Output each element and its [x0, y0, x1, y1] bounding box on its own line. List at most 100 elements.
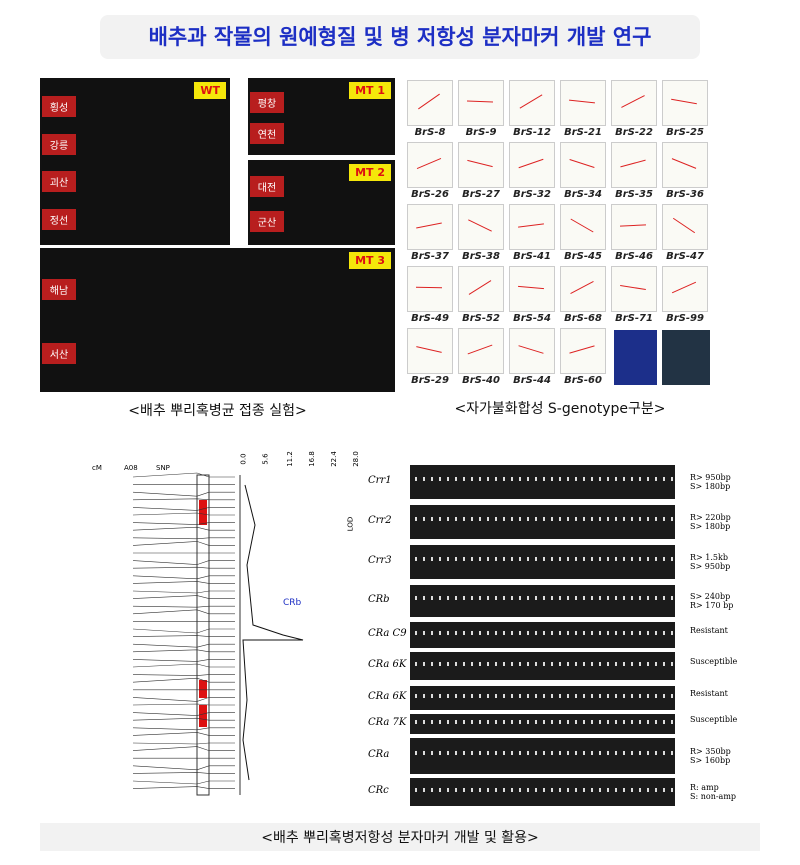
- genotype-plot: [458, 142, 504, 188]
- genotype-plot: [509, 142, 555, 188]
- genotype-plot: [611, 142, 657, 188]
- group-tag: MT 2: [349, 164, 391, 181]
- gel-note: R> 220bp S> 180bp: [690, 513, 731, 531]
- genotype-plot: [407, 142, 453, 188]
- genotype-plot: [458, 328, 504, 374]
- genotype-label: BrS-44: [513, 375, 551, 386]
- genotype-label: BrS-41: [513, 251, 551, 262]
- lod-tick: 5.6: [261, 453, 270, 465]
- region-label: 서산: [42, 343, 76, 364]
- genotype-plot: [458, 80, 504, 126]
- genotype-plot: [509, 266, 555, 312]
- genotype-label: BrS-47: [666, 251, 704, 262]
- region-label: 괴산: [42, 171, 76, 193]
- region-label: 강릉: [42, 133, 76, 155]
- genotype-label: BrS-27: [462, 189, 500, 200]
- gel-marker: CRa 6K: [368, 659, 407, 670]
- genotype-label: BrS-45: [564, 251, 602, 262]
- genotype-plot: [509, 328, 555, 374]
- genotype-label: BrS-40: [462, 375, 500, 386]
- genotype-plot: [662, 142, 708, 188]
- genotype-plot: [662, 266, 708, 312]
- lod-tick: 28.0: [351, 451, 360, 467]
- genotype-plot: [560, 266, 606, 312]
- genotype-plot: [662, 204, 708, 250]
- genotype-plot: [560, 80, 606, 126]
- gel-lane: [410, 686, 675, 710]
- map-header: cM: [92, 464, 102, 472]
- group-tag: MT 1: [349, 82, 391, 99]
- region-label: 연천: [250, 122, 284, 144]
- genotype-label: BrS-32: [513, 189, 551, 200]
- lod-tick: 11.2: [285, 451, 294, 467]
- genotype-plot: [458, 266, 504, 312]
- gel-marker: CRa C9: [368, 628, 407, 639]
- caption: <배추 뿌리혹병균 접종 실험>: [128, 403, 307, 419]
- map-header: SNP: [156, 464, 170, 472]
- genotype-label: BrS-8: [414, 127, 446, 138]
- region-label: 정선: [42, 209, 76, 231]
- group-tag: WT: [194, 82, 226, 99]
- genotype-label: BrS-35: [615, 189, 653, 200]
- instrument: [614, 330, 710, 385]
- gel-lane: [410, 778, 675, 806]
- genotype-label: BrS-99: [666, 313, 704, 324]
- genotype-plot: [611, 204, 657, 250]
- gel-note: Resistant: [690, 689, 728, 698]
- map-header: A08: [124, 464, 138, 472]
- genotype-label: BrS-71: [615, 313, 653, 324]
- genotype-label: BrS-29: [411, 375, 449, 386]
- gel-lane: [410, 652, 675, 680]
- gel-lane: [410, 505, 675, 539]
- linkage-map: [132, 472, 304, 796]
- gel-marker: Crr2: [368, 515, 392, 526]
- gel-lane: [410, 714, 675, 734]
- genotype-plot: [560, 328, 606, 374]
- gel-marker: CRb: [368, 594, 390, 605]
- genotype-plot: [407, 80, 453, 126]
- genotype-plot: [662, 80, 708, 126]
- genotype-label: BrS-9: [465, 127, 497, 138]
- region-label: 대전: [250, 176, 284, 198]
- gel-marker: CRa 7K: [368, 717, 407, 728]
- title: 배추과 작물의 원예형질 및 병 저항성 분자마커 개발 연구: [100, 15, 700, 59]
- genotype-plot: [611, 80, 657, 126]
- genotype-label: BrS-49: [411, 313, 449, 324]
- gel-note: R> 950bp S> 180bp: [690, 473, 731, 491]
- gel-note: R> 1.5kb S> 950bp: [690, 553, 731, 571]
- lod-tick: 16.8: [307, 451, 316, 467]
- genotype-plot: [560, 204, 606, 250]
- genotype-label: BrS-25: [666, 127, 704, 138]
- lod-tick: 22.4: [329, 451, 338, 467]
- genotype-label: BrS-60: [564, 375, 602, 386]
- genotype-label: BrS-38: [462, 251, 500, 262]
- gel-note: R> 350bp S> 160bp: [690, 747, 731, 765]
- genotype-plot: [407, 266, 453, 312]
- region-label: 해남: [42, 279, 76, 300]
- caption: <배추 뿌리혹병저항성 분자마커 개발 및 활용>: [40, 823, 760, 851]
- photo-panel: MT 2 대전 군산: [248, 160, 395, 245]
- genotype-label: BrS-34: [564, 189, 602, 200]
- gel-marker: Crr3: [368, 555, 392, 566]
- gel-lane: [410, 622, 675, 648]
- gel-note: Susceptible: [690, 657, 738, 666]
- gel-lane: [410, 545, 675, 579]
- genotype-plot: [509, 80, 555, 126]
- genotype-plot: [407, 328, 453, 374]
- lod-label: LOD: [346, 516, 355, 532]
- gel-note: S> 240bp R> 170 bp: [690, 592, 734, 610]
- caption: <자가불화합성 S-genotype구분>: [454, 401, 666, 417]
- group-tag: MT 3: [349, 252, 391, 269]
- region-label: 평창: [250, 92, 284, 114]
- genotype-label: BrS-21: [564, 127, 602, 138]
- genotype-label: BrS-22: [615, 127, 653, 138]
- gel-marker: Crr1: [368, 475, 392, 486]
- region-label: 횡성: [42, 95, 76, 117]
- gel-lane: [410, 585, 675, 617]
- gel-note: Resistant: [690, 626, 728, 635]
- genotype-plot: [560, 142, 606, 188]
- peak-label: CRb: [283, 598, 302, 608]
